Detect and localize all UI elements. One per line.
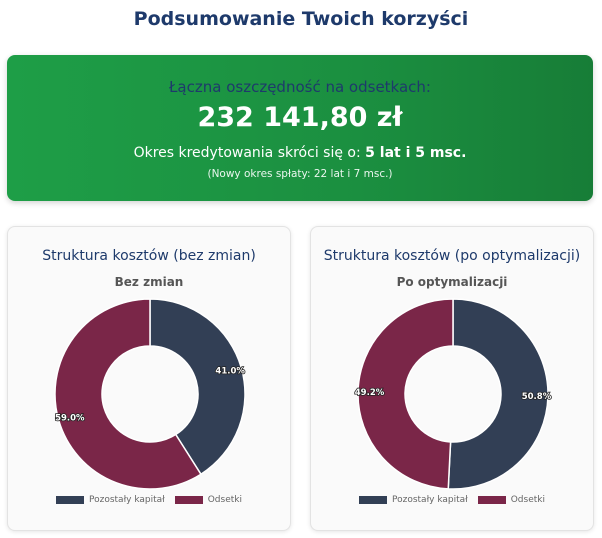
page-title: Podsumowanie Twoich korzyści: [133, 8, 469, 30]
legend-item-capital[interactable]: Pozostały kapitał: [359, 495, 468, 505]
legend-label: Odsetki: [207, 495, 242, 505]
legend-swatch-capital: [359, 496, 387, 504]
legend-item-capital[interactable]: Pozostały kapitał: [56, 495, 165, 505]
card-title: Struktura kosztów (bez zmian): [42, 248, 256, 264]
chart-legend: Pozostały kapitał Odsetki: [8, 495, 290, 505]
card-title: Struktura kosztów (po optymalizacji): [323, 248, 581, 264]
doughnut-chart-before: 41.0% 59.0%: [54, 298, 246, 490]
slice-capital[interactable]: [149, 298, 246, 476]
slice-interest[interactable]: [357, 298, 454, 490]
legend-swatch-interest: [174, 496, 203, 504]
chart-title: Bez zmian: [114, 275, 184, 289]
legend-swatch-capital: [56, 496, 84, 504]
period-value: 5 lat i 5 msc.: [365, 145, 467, 161]
period-reduction-text: Okres kredytowania skróci się o: 5 lat i…: [7, 145, 593, 161]
slice-label-interest: 49.2%: [355, 388, 385, 398]
savings-label: Łączna oszczędność na odsetkach:: [169, 78, 431, 96]
chart-card-before: Struktura kosztów (bez zmian) Bez zmian …: [7, 226, 291, 531]
period-prefix: Okres kredytowania skróci się o:: [133, 145, 366, 161]
slice-capital[interactable]: [447, 298, 549, 490]
legend-item-interest[interactable]: Odsetki: [477, 495, 545, 505]
legend-item-interest[interactable]: Odsetki: [174, 495, 242, 505]
chart-legend: Pozostały kapitał Odsetki: [311, 495, 593, 505]
new-period-note: (Nowy okres spłaty: 22 lat i 7 msc.): [207, 168, 393, 180]
slice-label-interest: 59.0%: [55, 413, 85, 423]
chart-card-after: Struktura kosztów (po optymalizacji) Po …: [310, 226, 594, 531]
slice-label-capital: 41.0%: [215, 367, 245, 377]
legend-label: Pozostały kapitał: [89, 495, 165, 505]
slice-interest[interactable]: [54, 298, 202, 490]
doughnut-chart-after: 50.8% 49.2%: [354, 298, 552, 490]
legend-label: Odsetki: [510, 495, 545, 505]
slice-label-capital: 50.8%: [522, 392, 552, 402]
legend-swatch-interest: [477, 496, 506, 504]
legend-label: Pozostały kapitał: [392, 495, 468, 505]
chart-title: Po optymalizacji: [396, 275, 508, 289]
savings-amount: 232 141,80 zł: [197, 102, 403, 133]
savings-summary-panel: Łączna oszczędność na odsetkach: 232 141…: [7, 55, 593, 201]
